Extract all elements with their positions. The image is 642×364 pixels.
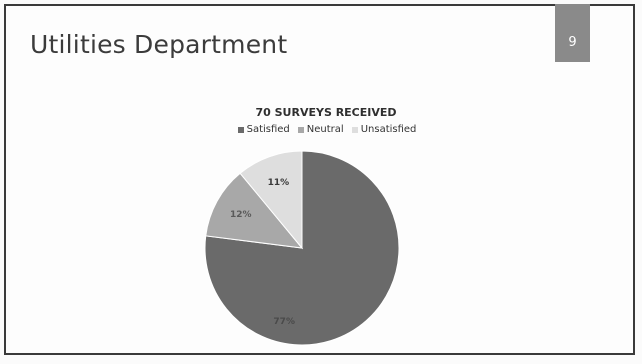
chart-legend: Satisfied Neutral Unsatisfied — [0, 124, 642, 135]
legend-swatch — [297, 126, 304, 133]
page-number-badge: 9 — [555, 4, 590, 62]
legend-swatch — [237, 126, 244, 133]
legend-label: Satisfied — [246, 124, 290, 135]
page-number: 9 — [568, 35, 577, 50]
legend-item-unsatisfied: Unsatisfied — [351, 124, 417, 135]
legend-item-neutral: Neutral — [297, 124, 344, 135]
legend-label: Neutral — [306, 124, 344, 135]
slide-title: Utilities Department — [30, 30, 288, 59]
chart-title: 70 SURVEYS RECEIVED — [255, 106, 397, 119]
legend-swatch — [351, 126, 358, 133]
legend-item-satisfied: Satisfied — [237, 124, 290, 135]
legend-label: Unsatisfied — [360, 124, 417, 135]
